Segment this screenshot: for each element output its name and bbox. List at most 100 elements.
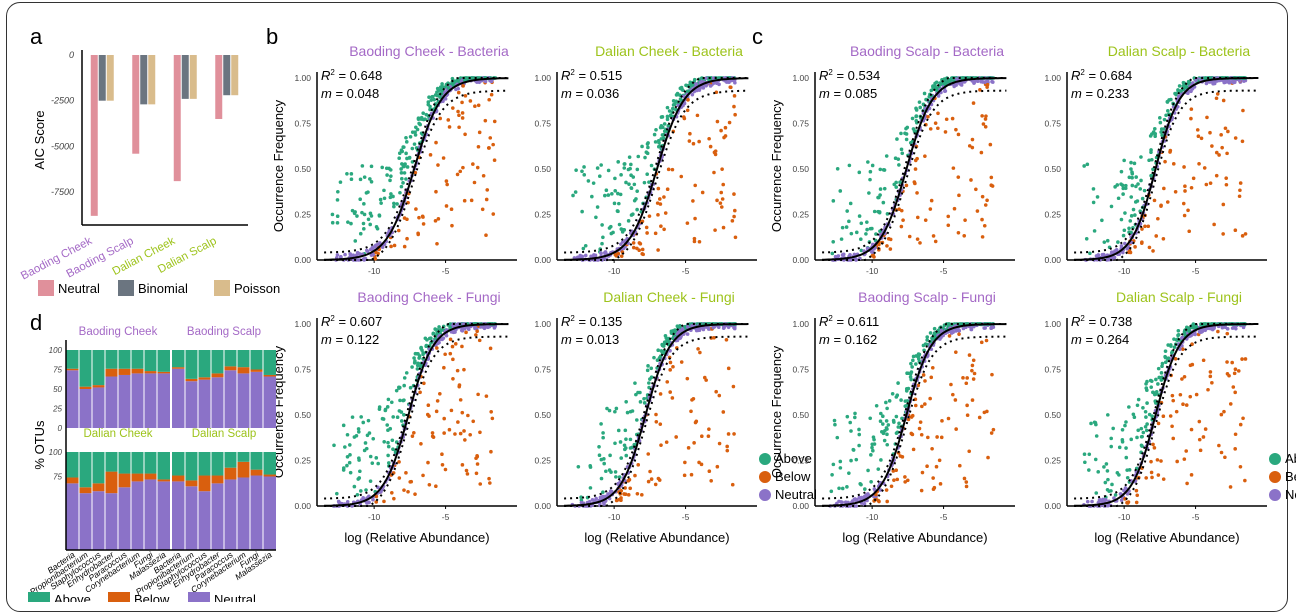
point-above: [346, 220, 350, 224]
y-tick-label: -7500: [51, 187, 74, 197]
point-below: [666, 167, 671, 172]
point-above: [600, 223, 604, 227]
point-above: [831, 462, 836, 467]
point-below: [962, 233, 967, 238]
point-above: [397, 151, 402, 156]
point-below: [954, 427, 958, 431]
point-above: [1106, 477, 1110, 482]
point-below: [910, 413, 915, 418]
bar-poisson: [189, 55, 197, 99]
point-above: [398, 398, 402, 403]
point-below: [688, 131, 692, 136]
stack-below: [224, 467, 237, 480]
point-below: [637, 248, 641, 252]
point-above: [653, 140, 658, 144]
point-below: [456, 90, 461, 95]
stack-above: [131, 452, 144, 474]
point-below: [732, 432, 736, 436]
fit-ci-lower: [324, 89, 509, 261]
point-above: [914, 362, 918, 366]
point-below: [472, 180, 477, 185]
stack-above: [105, 452, 118, 472]
point-above: [627, 182, 631, 186]
point-below: [1189, 473, 1194, 477]
point-above: [872, 442, 877, 446]
point-below: [950, 116, 955, 121]
fit-ci-lower: [822, 335, 1007, 507]
point-above: [1082, 164, 1086, 168]
point-below: [460, 463, 465, 467]
point-above: [1136, 397, 1141, 402]
point-above: [854, 457, 859, 462]
stack-neutral: [185, 486, 198, 550]
point-above: [1121, 233, 1126, 238]
point-above: [1136, 428, 1141, 433]
point-below: [725, 448, 730, 453]
point-above: [1087, 452, 1092, 457]
point-neutral: [1193, 332, 1197, 337]
point-below: [668, 390, 672, 394]
point-neutral: [704, 76, 708, 81]
point-above: [1159, 371, 1164, 375]
x-tick-label: -5: [682, 266, 690, 276]
point-below: [628, 486, 633, 491]
point-below: [421, 473, 425, 478]
point-neutral: [482, 326, 487, 331]
y-tick-label: 0.00: [1044, 501, 1061, 511]
point-above: [607, 226, 612, 230]
point-above: [1139, 426, 1144, 431]
point-below: [926, 435, 930, 440]
point-neutral: [345, 500, 350, 504]
point-above: [1117, 445, 1122, 450]
point-above: [599, 422, 603, 426]
point-below: [435, 241, 439, 246]
point-below: [474, 471, 479, 476]
y-tick-label: 1.00: [294, 73, 311, 83]
panel-letter-c: c: [752, 24, 763, 49]
point-above: [652, 132, 657, 137]
y-tick-label: 1.00: [294, 319, 311, 329]
point-above: [857, 443, 861, 448]
point-above: [358, 197, 363, 202]
point-below: [483, 118, 488, 123]
stack-neutral: [211, 377, 224, 428]
point-above: [415, 367, 420, 371]
point-neutral: [485, 325, 490, 329]
point-below: [715, 119, 720, 124]
y-tick-label: 0.00: [792, 501, 809, 511]
point-below: [691, 199, 695, 203]
point-below: [697, 460, 701, 465]
point-above: [364, 488, 368, 492]
point-below: [1233, 390, 1237, 395]
point-above: [400, 162, 404, 166]
point-above: [681, 88, 685, 92]
point-below: [983, 203, 988, 207]
point-below: [487, 146, 491, 150]
point-below: [488, 346, 493, 351]
point-above: [591, 181, 596, 185]
point-neutral: [1119, 498, 1124, 503]
point-below: [1241, 416, 1245, 421]
point-above: [399, 419, 404, 423]
point-neutral: [1098, 498, 1102, 502]
point-above: [618, 192, 623, 197]
stack-below: [185, 480, 198, 487]
point-below: [970, 363, 975, 368]
point-neutral: [866, 492, 870, 496]
point-above: [904, 137, 909, 142]
point-above: [1110, 482, 1114, 487]
point-below: [1161, 477, 1166, 481]
point-below: [1189, 186, 1194, 190]
stack-below: [250, 369, 263, 372]
point-above: [642, 397, 646, 401]
point-below: [463, 132, 467, 137]
point-below: [402, 488, 406, 492]
point-above: [638, 400, 643, 404]
y-tick-label: 1.00: [1044, 319, 1061, 329]
point-below: [962, 476, 967, 481]
point-below: [631, 245, 636, 250]
point-neutral: [454, 87, 458, 92]
y-tick-label: 1.00: [534, 319, 551, 329]
point-above: [636, 154, 641, 159]
point-neutral: [1112, 496, 1116, 500]
